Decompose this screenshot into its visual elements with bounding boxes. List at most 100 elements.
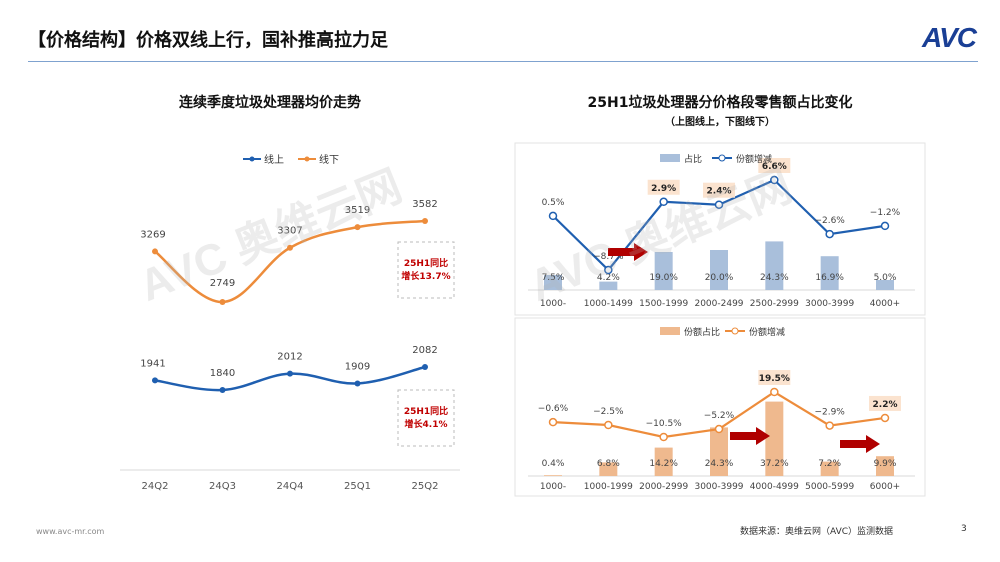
bar	[820, 461, 839, 476]
arrow-icon	[840, 435, 880, 453]
x-tick-label: 5000-5999	[805, 482, 854, 492]
annotation-text: 25H1同比	[404, 405, 448, 417]
x-tick-label: 6000+	[870, 482, 900, 492]
bar	[599, 462, 618, 476]
website-label: www.avc-mr.com	[36, 527, 105, 536]
header-divider	[28, 61, 978, 62]
line-label-highlight: 2.9%	[651, 184, 676, 194]
bar-label: 5.0%	[874, 273, 897, 283]
bar-label: 19.0%	[649, 273, 678, 283]
data-point	[287, 370, 293, 377]
share-change-point	[659, 432, 668, 442]
x-tick-label: 1000-	[540, 482, 566, 492]
bar-label: 7.2%	[818, 459, 841, 469]
x-tick-label: 2500-2999	[750, 299, 799, 309]
data-point	[219, 299, 226, 305]
bar	[876, 280, 894, 290]
highlight-badge	[758, 370, 791, 385]
share-change-point	[548, 417, 558, 427]
data-label: 3519	[345, 205, 370, 216]
bottom-panel-frame	[514, 317, 926, 497]
bar-label: 0.4%	[542, 459, 565, 469]
bar-label: 7.5%	[542, 273, 565, 283]
data-label: 2082	[412, 345, 437, 356]
highlight-badge	[758, 158, 791, 173]
bar-label: 6.8%	[597, 459, 620, 469]
legend-bar-swatch	[660, 327, 680, 335]
bar	[544, 475, 562, 476]
share-change-point	[825, 229, 834, 239]
x-tick-label: 25Q2	[412, 481, 439, 492]
legend-marker	[249, 156, 255, 162]
data-point	[354, 224, 361, 231]
bar	[544, 275, 562, 290]
legend-marker	[731, 327, 739, 335]
x-tick-label: 25Q1	[344, 481, 371, 492]
bar	[876, 456, 894, 476]
line-label-highlight: 19.5%	[759, 374, 790, 384]
share-change-point	[659, 197, 668, 207]
line-label: −2.5%	[593, 407, 624, 417]
page-number: 3	[961, 524, 967, 534]
legend-label: 线下	[319, 153, 339, 166]
left-legend	[243, 156, 316, 162]
legend-label: 线上	[264, 153, 284, 166]
panel-legend	[660, 154, 732, 162]
bar	[710, 250, 728, 290]
x-tick-label: 2000-2999	[639, 482, 688, 492]
highlight-badge	[703, 182, 735, 198]
line-label-highlight: 2.2%	[873, 400, 898, 410]
line-label: −8.7%	[593, 252, 624, 262]
legend-label: 份额占比	[684, 326, 720, 338]
annotation-text: 增长13.7%	[401, 270, 450, 282]
data-label: 1909	[345, 361, 370, 372]
x-tick-label: 1000-	[540, 299, 566, 309]
x-tick-label: 4000-4999	[750, 482, 799, 492]
x-tick-label: 4000+	[870, 299, 900, 309]
bar-label: 37.2%	[760, 459, 789, 469]
bar	[710, 427, 728, 476]
line-label: 0.5%	[542, 198, 565, 208]
arrow-icon	[730, 427, 770, 445]
data-source: 数据来源：奥维云网（AVC）监测数据	[740, 527, 894, 537]
panel-legend	[660, 327, 745, 335]
share-change-point	[714, 200, 724, 209]
data-label: 3269	[140, 229, 165, 240]
share-change-point	[880, 221, 890, 231]
x-tick-label: 24Q2	[142, 481, 169, 492]
arrow-icon	[608, 243, 648, 261]
legend-label: 份额增减	[736, 153, 772, 165]
legend-marker	[718, 154, 726, 162]
line-label: −1.2%	[870, 208, 901, 218]
data-point	[152, 248, 158, 255]
bar	[654, 252, 673, 290]
data-point	[152, 377, 158, 384]
x-tick-label: 1000-1499	[584, 299, 633, 309]
data-point	[422, 364, 428, 370]
bar-label: 20.0%	[705, 273, 734, 283]
page-title: 【价格结构】价格双线上行，国补推高拉力足	[28, 30, 388, 51]
line-label: −0.6%	[538, 404, 569, 414]
legend-label: 占比	[684, 153, 702, 165]
x-tick-label: 1500-1999	[639, 299, 688, 309]
bar-label: 24.3%	[760, 273, 789, 283]
right-chart-subtitle: （上图线上，下图线下）	[665, 117, 775, 128]
share-change-point	[770, 175, 779, 185]
bar	[599, 281, 618, 290]
line-label: −2.9%	[814, 408, 845, 418]
share-change-point	[548, 211, 558, 221]
share-change-point	[880, 413, 890, 423]
share-change-point	[825, 421, 834, 430]
share-change-point	[714, 424, 724, 434]
data-label: 3307	[277, 226, 302, 237]
bar-label: 14.2%	[649, 459, 678, 469]
line-label: −2.6%	[814, 216, 845, 226]
legend-bar-swatch	[660, 154, 680, 162]
legend-label: 份额增减	[749, 326, 785, 338]
data-label: 1941	[140, 358, 165, 369]
annotation-box	[397, 241, 455, 299]
annotation-text: 25H1同比	[404, 257, 448, 269]
line-label-highlight: 2.4%	[707, 187, 732, 197]
highlight-badge	[647, 179, 680, 195]
